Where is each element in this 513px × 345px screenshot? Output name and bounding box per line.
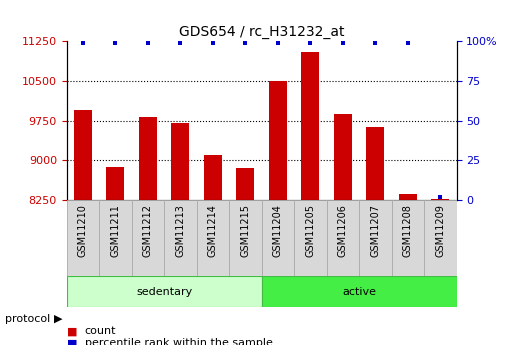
Bar	[196, 200, 229, 276]
Text: percentile rank within the sample: percentile rank within the sample	[85, 338, 272, 345]
Bar	[302, 52, 319, 200]
Bar	[74, 110, 92, 200]
Text: ▶: ▶	[54, 314, 63, 324]
Text: GSM11208: GSM11208	[403, 204, 413, 257]
Bar	[359, 200, 391, 276]
Text: GSM11211: GSM11211	[110, 204, 121, 257]
Text: protocol: protocol	[5, 314, 50, 324]
Bar	[171, 124, 189, 200]
Bar	[327, 200, 359, 276]
Text: ■: ■	[67, 338, 77, 345]
Bar	[139, 117, 157, 200]
Bar	[204, 155, 222, 200]
Bar	[229, 200, 262, 276]
Text: GSM11205: GSM11205	[305, 204, 315, 257]
Bar	[269, 81, 287, 200]
Bar	[262, 200, 294, 276]
Bar	[391, 200, 424, 276]
Text: ■: ■	[67, 326, 77, 336]
Bar	[334, 115, 352, 200]
Bar	[99, 200, 132, 276]
Bar	[67, 200, 99, 276]
Text: GSM11210: GSM11210	[78, 204, 88, 257]
Bar	[424, 200, 457, 276]
Bar	[294, 200, 327, 276]
Bar	[164, 200, 196, 276]
Text: GSM11209: GSM11209	[436, 204, 445, 257]
Bar	[67, 276, 262, 307]
Text: GSM11212: GSM11212	[143, 204, 153, 257]
Text: GSM11204: GSM11204	[273, 204, 283, 257]
Text: GSM11215: GSM11215	[241, 204, 250, 257]
Text: GSM11214: GSM11214	[208, 204, 218, 257]
Text: count: count	[85, 326, 116, 336]
Text: sedentary: sedentary	[136, 287, 192, 296]
Bar	[236, 168, 254, 200]
Text: GSM11213: GSM11213	[175, 204, 185, 257]
Bar	[431, 199, 449, 200]
Bar	[132, 200, 164, 276]
Text: GSM11207: GSM11207	[370, 204, 380, 257]
Title: GDS654 / rc_H31232_at: GDS654 / rc_H31232_at	[179, 25, 344, 39]
Bar	[399, 194, 417, 200]
Text: GSM11206: GSM11206	[338, 204, 348, 257]
Bar	[366, 127, 384, 200]
Bar	[262, 276, 457, 307]
Bar	[107, 167, 124, 200]
Text: active: active	[342, 287, 376, 296]
